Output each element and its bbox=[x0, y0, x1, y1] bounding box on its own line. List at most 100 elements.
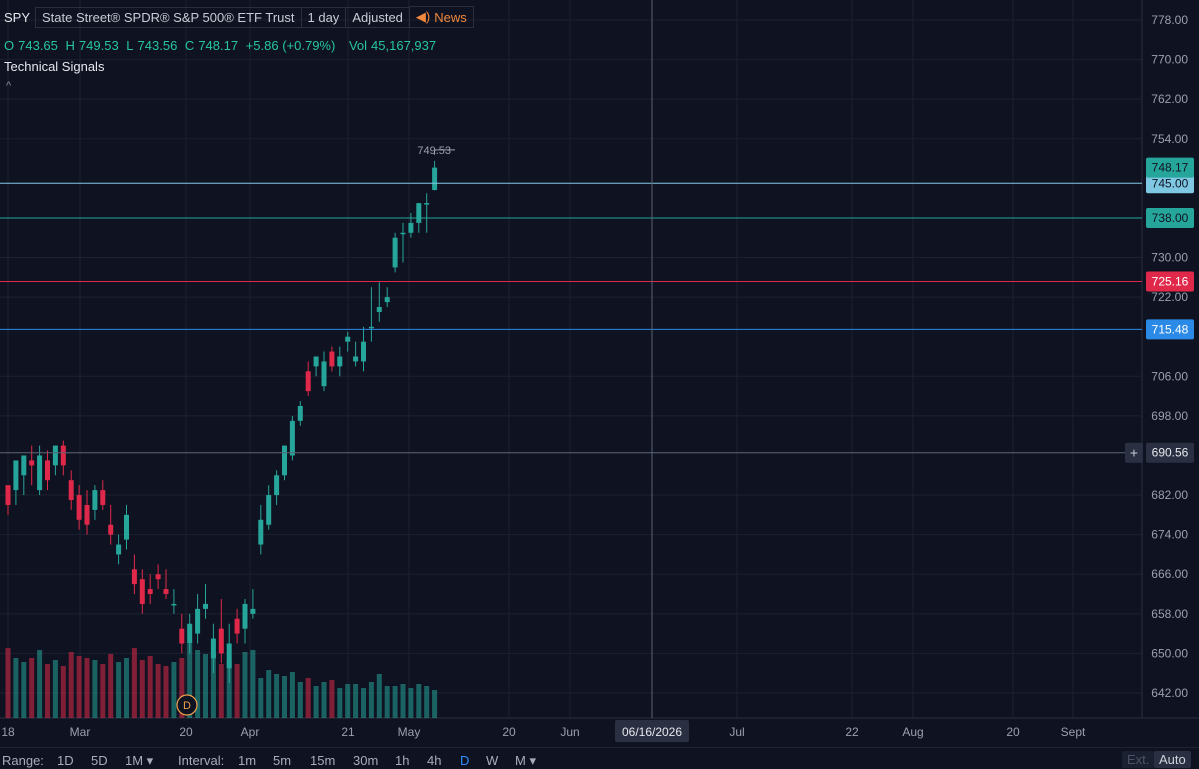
candle-body bbox=[163, 589, 169, 595]
ticker-symbol[interactable]: SPY bbox=[4, 9, 31, 25]
interval-4h-button[interactable]: 4h bbox=[427, 753, 442, 768]
price-tag-text: 725.16 bbox=[1152, 274, 1189, 288]
price-chart[interactable]: 749.53 D 778.00 770.00 762.00 754.00 730.00 722… bbox=[0, 0, 1199, 747]
adjusted-button[interactable]: Adjusted bbox=[345, 6, 410, 28]
volume-bar bbox=[187, 644, 193, 718]
x-tick-label: Jul bbox=[729, 725, 744, 739]
y-tick-label: 722.00 bbox=[1151, 290, 1188, 304]
volume-bar bbox=[68, 652, 74, 718]
bottom-toolbar: Range: 1D 5D 1M ▾ Interval: 1m 5m 15m 30… bbox=[0, 747, 1199, 768]
volume-bar bbox=[76, 656, 82, 718]
volume-bar bbox=[92, 660, 98, 718]
x-tick-label: Mar bbox=[70, 725, 91, 739]
volume-bar bbox=[282, 676, 287, 718]
candle-body bbox=[337, 356, 343, 367]
volume-bar bbox=[345, 684, 351, 718]
y-tick-label: 754.00 bbox=[1151, 132, 1188, 146]
range-5d-button[interactable]: 5D bbox=[91, 753, 108, 768]
high-marker-leader bbox=[434, 149, 455, 155]
security-name[interactable]: State Street® SPDR® S&P 500® ETF Trust bbox=[35, 6, 302, 28]
candle-body bbox=[345, 336, 351, 342]
interval-30m-button[interactable]: 30m bbox=[353, 753, 379, 768]
high-value: 749.53 bbox=[78, 38, 119, 53]
range-label: Range: bbox=[2, 753, 44, 768]
y-tick-label: 770.00 bbox=[1151, 53, 1188, 67]
interval-1h-button[interactable]: 1h bbox=[395, 753, 410, 768]
candle-body bbox=[313, 356, 319, 367]
volume-bar bbox=[226, 660, 232, 718]
range-1m-dropdown[interactable]: 1M ▾ bbox=[125, 753, 154, 768]
price-tag bbox=[1146, 207, 1194, 228]
x-tick-label: May bbox=[398, 725, 421, 739]
last-price-tag bbox=[1146, 157, 1194, 178]
news-button[interactable]: ◀) News bbox=[408, 6, 474, 28]
candle-body bbox=[329, 351, 335, 367]
crosshair-plus-button bbox=[1125, 442, 1143, 463]
interval-15m-button[interactable]: 15m bbox=[310, 753, 336, 768]
news-label: News bbox=[434, 9, 467, 25]
interval-w-button[interactable]: W bbox=[486, 753, 499, 768]
candle-body bbox=[171, 603, 177, 606]
candle-body bbox=[305, 371, 311, 392]
volume-bar bbox=[258, 678, 264, 718]
candle-body bbox=[392, 237, 398, 268]
candle-body bbox=[68, 480, 74, 501]
y-tick-label: 650.00 bbox=[1151, 646, 1188, 660]
price-tag-text: 745.00 bbox=[1152, 176, 1189, 190]
x-tick-label: Apr bbox=[241, 725, 260, 739]
interval-1m-button[interactable]: 1m bbox=[238, 753, 257, 768]
volume-bar bbox=[60, 666, 66, 718]
volume-bar bbox=[234, 664, 240, 718]
volume-bar bbox=[116, 662, 122, 718]
low-value: 743.56 bbox=[137, 38, 178, 53]
crosshair-price-tag bbox=[1146, 442, 1194, 463]
volume-bar bbox=[368, 682, 374, 718]
x-tick-label: 20 bbox=[179, 725, 193, 739]
volume-bar bbox=[353, 684, 359, 718]
candle-body bbox=[139, 579, 145, 604]
y-tick-label: 642.00 bbox=[1151, 686, 1188, 700]
candle-body bbox=[297, 405, 303, 421]
interval-button[interactable]: 1 day bbox=[300, 6, 347, 28]
volume-bar bbox=[163, 666, 169, 718]
candle-body bbox=[147, 589, 153, 595]
volume-bar bbox=[274, 674, 280, 718]
candle-body bbox=[210, 638, 216, 659]
open-value: 743.65 bbox=[18, 38, 58, 53]
interval-m-dropdown[interactable]: M ▾ bbox=[515, 753, 536, 768]
volume-bar bbox=[108, 654, 114, 718]
candle-body bbox=[195, 608, 201, 634]
candle-body bbox=[155, 574, 161, 580]
volume-bar bbox=[266, 670, 272, 718]
volume-bar bbox=[124, 658, 129, 718]
candle-body bbox=[416, 203, 422, 223]
interval-d-button[interactable]: D bbox=[460, 753, 470, 768]
candle-body bbox=[250, 608, 256, 614]
close-label: C bbox=[184, 38, 195, 53]
candle-body bbox=[234, 618, 240, 634]
candle-body bbox=[37, 455, 43, 491]
candle-body bbox=[266, 495, 272, 525]
collapse-caret-icon[interactable]: ^ bbox=[6, 80, 12, 92]
ext-hours-toggle[interactable]: Ext. bbox=[1122, 751, 1155, 768]
technical-signals-label[interactable]: Technical Signals bbox=[4, 59, 105, 74]
candle-body bbox=[100, 490, 106, 505]
crosshair-date-tag bbox=[615, 720, 689, 742]
crosshair-date-text: 06/16/2026 bbox=[622, 725, 682, 739]
volume-bar bbox=[131, 648, 137, 718]
volume-bar bbox=[179, 658, 185, 718]
x-tick-label: 18 bbox=[1, 725, 15, 739]
volume-bar bbox=[218, 664, 224, 718]
ohlc-readout: O 743.65 H 749.53 L 743.56 C 748.17 +5.86 (+… bbox=[4, 38, 440, 53]
interval-5m-button[interactable]: 5m bbox=[273, 753, 292, 768]
candle-body bbox=[203, 603, 208, 609]
dividend-marker bbox=[176, 694, 198, 716]
megaphone-icon: ◀) bbox=[415, 9, 431, 24]
candle-body bbox=[124, 514, 129, 540]
volume-bar bbox=[337, 688, 343, 718]
candle-body bbox=[368, 326, 374, 329]
auto-scale-toggle[interactable]: Auto bbox=[1154, 751, 1191, 768]
range-1d-button[interactable]: 1D bbox=[57, 753, 74, 768]
volume-bar bbox=[392, 686, 398, 718]
price-tag bbox=[1146, 271, 1194, 292]
